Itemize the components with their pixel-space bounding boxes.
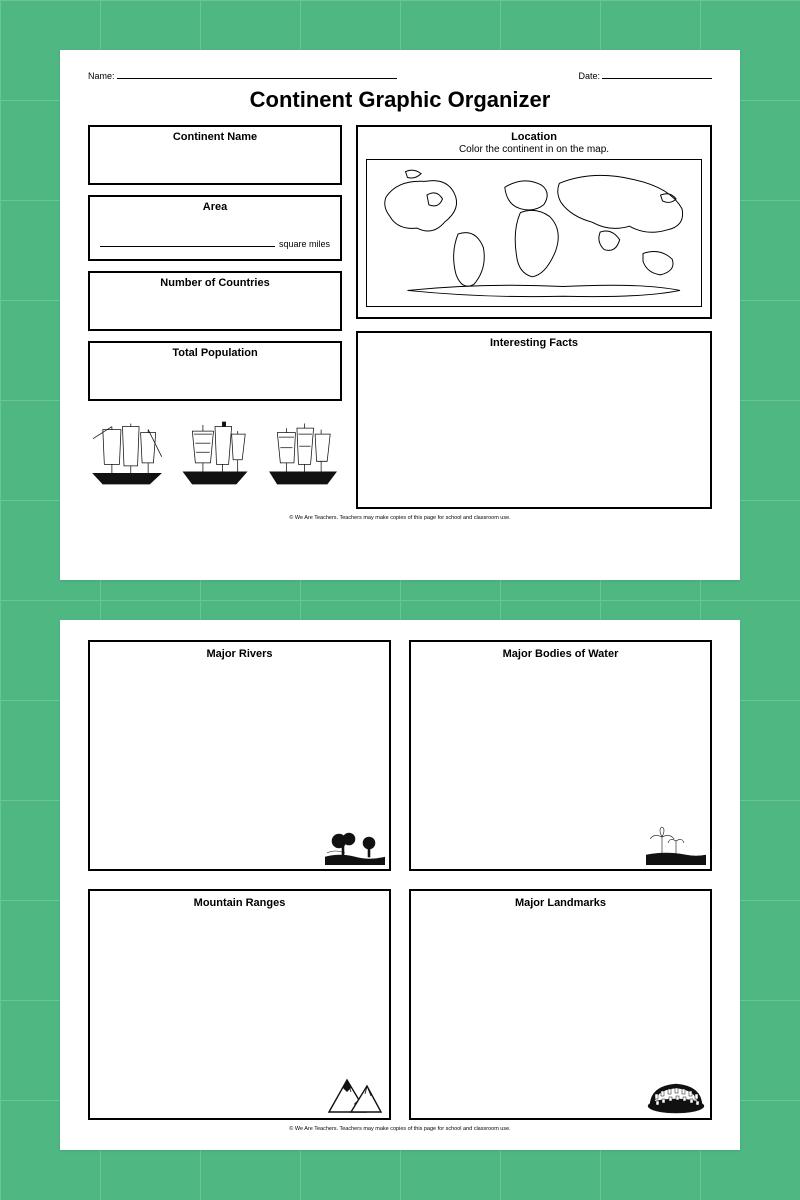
area-blank-line[interactable]: [100, 238, 275, 247]
area-fill-line: square miles: [100, 238, 330, 249]
worksheet-page-2: Major Rivers Major Bodies of Water: [60, 620, 740, 1150]
page-title: Continent Graphic Organizer: [88, 87, 712, 113]
landmarks-title: Major Landmarks: [419, 897, 702, 909]
continent-name-box[interactable]: Continent Name: [88, 125, 342, 185]
continent-name-title: Continent Name: [98, 131, 332, 143]
landmarks-box[interactable]: Major Landmarks: [409, 889, 712, 1120]
two-column-layout: Continent Name Area square miles Number …: [88, 125, 712, 509]
water-title: Major Bodies of Water: [419, 648, 702, 660]
location-box[interactable]: Location Color the continent in on the m…: [356, 125, 712, 319]
area-box[interactable]: Area square miles: [88, 195, 342, 261]
copyright-text: © We Are Teachers. Teachers may make cop…: [88, 1126, 712, 1132]
facts-box[interactable]: Interesting Facts: [356, 331, 712, 509]
name-label: Name:: [88, 71, 115, 81]
facts-title: Interesting Facts: [366, 337, 702, 349]
world-map-icon: [367, 160, 701, 306]
four-box-grid: Major Rivers Major Bodies of Water: [88, 640, 712, 1120]
date-label: Date:: [578, 71, 600, 81]
colosseum-icon: [646, 1072, 706, 1114]
copyright-text: © We Are Teachers. Teachers may make cop…: [88, 515, 712, 521]
left-column: Continent Name Area square miles Number …: [88, 125, 342, 509]
ships-illustration-row: [88, 417, 342, 487]
mountains-title: Mountain Ranges: [98, 897, 381, 909]
date-field: Date:: [578, 70, 712, 81]
area-title: Area: [98, 201, 332, 213]
ship-icon: [176, 419, 254, 487]
mountain-icon: [325, 1072, 385, 1114]
location-subtext: Color the continent in on the map.: [366, 144, 702, 155]
right-column: Location Color the continent in on the m…: [356, 125, 712, 509]
world-map-outline[interactable]: [366, 159, 702, 307]
beach-scene-icon: [646, 823, 706, 865]
ship-icon: [264, 419, 342, 487]
area-unit-label: square miles: [279, 239, 330, 249]
mountains-box[interactable]: Mountain Ranges: [88, 889, 391, 1120]
header-line: Name: Date:: [88, 70, 712, 81]
countries-title: Number of Countries: [98, 277, 332, 289]
name-blank-line[interactable]: [117, 70, 397, 79]
rivers-title: Major Rivers: [98, 648, 381, 660]
water-box[interactable]: Major Bodies of Water: [409, 640, 712, 871]
rivers-box[interactable]: Major Rivers: [88, 640, 391, 871]
date-blank-line[interactable]: [602, 70, 712, 79]
ship-icon: [88, 419, 166, 487]
location-title: Location: [366, 131, 702, 143]
name-field: Name:: [88, 70, 397, 81]
countries-box[interactable]: Number of Countries: [88, 271, 342, 331]
river-scene-icon: [325, 823, 385, 865]
population-title: Total Population: [98, 347, 332, 359]
worksheet-page-1: Name: Date: Continent Graphic Organizer …: [60, 50, 740, 580]
population-box[interactable]: Total Population: [88, 341, 342, 401]
